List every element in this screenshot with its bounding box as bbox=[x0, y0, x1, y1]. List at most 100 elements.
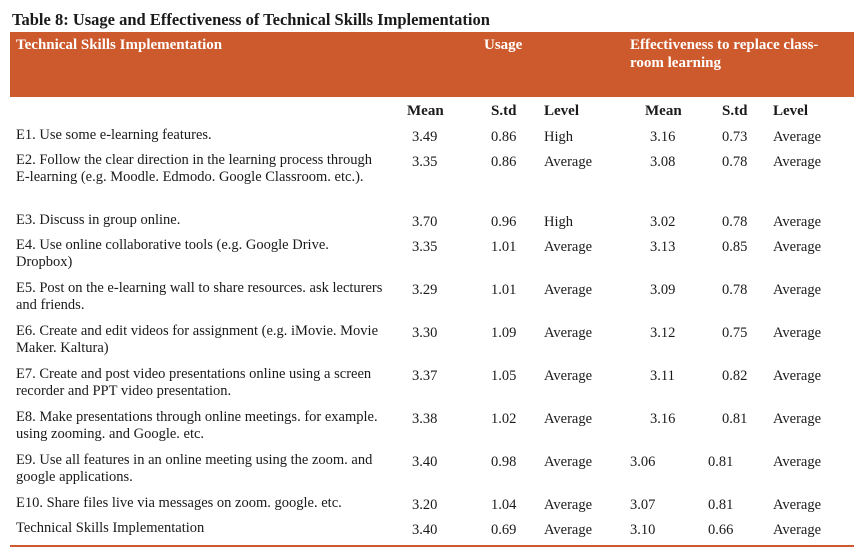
table-row: E2. Follow the clear direction in the le… bbox=[10, 152, 854, 212]
effect-level-cell: Average bbox=[773, 154, 822, 170]
row-label: E1. Use some e-learning features. bbox=[16, 127, 212, 143]
effect-level-cell: Average bbox=[773, 214, 822, 230]
usage-mean-cell: 3.70 bbox=[412, 214, 438, 230]
table-row: E8. Make presentations through online me… bbox=[10, 409, 854, 452]
effect-level-cell: Average bbox=[773, 282, 822, 298]
table-row: E9. Use all features in an online meetin… bbox=[10, 452, 854, 495]
table-row: E10. Share files live via messages on zo… bbox=[10, 495, 854, 520]
usage-mean-cell: 3.49 bbox=[412, 129, 438, 145]
effect-level-cell: Average bbox=[773, 454, 822, 470]
row-label: E4. Use online collaborative tools (e.g.… bbox=[16, 237, 329, 270]
effect-std-cell: 0.81 bbox=[708, 454, 734, 470]
usage-mean-cell: 3.40 bbox=[412, 522, 438, 538]
row-label: E2. Follow the clear direction in the le… bbox=[16, 152, 372, 185]
effect-mean-cell: 3.09 bbox=[650, 282, 676, 298]
effect-std-cell: 0.78 bbox=[722, 214, 748, 230]
usage-level-cell: High bbox=[544, 129, 573, 145]
table-row: E6. Create and edit videos for assignmen… bbox=[10, 323, 854, 366]
usage-level-cell: Average bbox=[544, 522, 593, 538]
effect-mean-cell: 3.13 bbox=[650, 239, 676, 255]
usage-std-cell: 1.04 bbox=[491, 497, 517, 513]
row-label: E5. Post on the e-learning wall to share… bbox=[16, 280, 383, 313]
usage-mean-cell: 3.20 bbox=[412, 497, 438, 513]
usage-std-cell: 1.01 bbox=[491, 282, 517, 298]
effect-std-cell: 0.66 bbox=[708, 522, 734, 538]
sub-header: Mean S.td Level Mean S.td Level bbox=[10, 97, 854, 127]
subheader-effect-level: Level bbox=[773, 103, 808, 119]
header-effectiveness-line1: Effectiveness to replace class- bbox=[630, 37, 819, 53]
usage-level-cell: Average bbox=[544, 239, 593, 255]
usage-std-cell: 1.09 bbox=[491, 325, 517, 341]
header-usage: Usage bbox=[484, 37, 523, 53]
table-body: E1. Use some e-learning features. 3.49 0.8… bbox=[10, 127, 854, 547]
effect-mean-cell: 3.07 bbox=[630, 497, 656, 513]
subheader-usage-mean: Mean bbox=[407, 103, 444, 119]
effect-mean-cell: 3.10 bbox=[630, 522, 656, 538]
effect-level-cell: Average bbox=[773, 325, 822, 341]
row-label: E8. Make presentations through online me… bbox=[16, 409, 378, 442]
row-label: E3. Discuss in group online. bbox=[16, 212, 181, 228]
header-skills: Technical Skills Implementation bbox=[16, 37, 223, 53]
effect-std-cell: 0.85 bbox=[722, 239, 748, 255]
usage-std-cell: 1.05 bbox=[491, 368, 517, 384]
row-label: E6. Create and edit videos for assignmen… bbox=[16, 323, 379, 356]
effect-std-cell: 0.73 bbox=[722, 129, 748, 145]
effect-std-cell: 0.75 bbox=[722, 325, 748, 341]
effect-mean-cell: 3.11 bbox=[650, 368, 675, 384]
usage-level-cell: Average bbox=[544, 154, 593, 170]
row-label: E7. Create and post video presentations … bbox=[16, 366, 372, 399]
usage-std-cell: 0.98 bbox=[491, 454, 517, 470]
usage-level-cell: Average bbox=[544, 411, 593, 427]
effect-mean-cell: 3.08 bbox=[650, 154, 676, 170]
usage-mean-cell: 3.35 bbox=[412, 239, 438, 255]
table-row: E7. Create and post video presentations … bbox=[10, 366, 854, 409]
effect-mean-cell: 3.16 bbox=[650, 129, 676, 145]
usage-std-cell: 0.96 bbox=[491, 214, 517, 230]
effect-mean-cell: 3.02 bbox=[650, 214, 676, 230]
subheader-usage-std: S.td bbox=[491, 103, 517, 119]
usage-mean-cell: 3.35 bbox=[412, 154, 438, 170]
subheader-effect-mean: Mean bbox=[645, 103, 682, 119]
table-row: E1. Use some e-learning features. 3.49 0.8… bbox=[10, 127, 854, 152]
effect-std-cell: 0.81 bbox=[708, 497, 734, 513]
usage-mean-cell: 3.30 bbox=[412, 325, 438, 341]
usage-std-cell: 1.02 bbox=[491, 411, 517, 427]
effect-level-cell: Average bbox=[773, 522, 822, 538]
subheader-usage-level: Level bbox=[544, 103, 579, 119]
effect-mean-cell: 3.06 bbox=[630, 454, 656, 470]
effect-std-cell: 0.78 bbox=[722, 154, 748, 170]
usage-level-cell: Average bbox=[544, 368, 593, 384]
usage-level-cell: Average bbox=[544, 325, 593, 341]
effect-level-cell: Average bbox=[773, 368, 822, 384]
usage-level-cell: High bbox=[544, 214, 573, 230]
usage-std-cell: 0.86 bbox=[491, 154, 517, 170]
table-header: Technical Skills Implementation Usage Ef… bbox=[10, 32, 854, 97]
usage-mean-cell: 3.29 bbox=[412, 282, 438, 298]
usage-level-cell: Average bbox=[544, 282, 593, 298]
table-row: E3. Discuss in group online. 3.70 0.96 High… bbox=[10, 212, 854, 237]
row-label: E9. Use all features in an online meetin… bbox=[16, 452, 373, 485]
table-row: E4. Use online collaborative tools (e.g.… bbox=[10, 237, 854, 280]
row-label: E10. Share files live via messages on zo… bbox=[16, 495, 342, 511]
data-table: Technical Skills Implementation Usage Ef… bbox=[10, 32, 854, 547]
usage-mean-cell: 3.37 bbox=[412, 368, 438, 384]
usage-std-cell: 0.86 bbox=[491, 129, 517, 145]
effect-level-cell: Average bbox=[773, 411, 822, 427]
table-caption: Table 8: Usage and Effectiveness of Tech… bbox=[12, 10, 490, 29]
header-effectiveness-line2: room learning bbox=[630, 55, 721, 71]
effect-mean-cell: 3.12 bbox=[650, 325, 676, 341]
effect-std-cell: 0.81 bbox=[722, 411, 748, 427]
effect-level-cell: Average bbox=[773, 129, 822, 145]
effect-level-cell: Average bbox=[773, 497, 822, 513]
usage-mean-cell: 3.40 bbox=[412, 454, 438, 470]
effect-mean-cell: 3.16 bbox=[650, 411, 676, 427]
usage-mean-cell: 3.38 bbox=[412, 411, 438, 427]
usage-std-cell: 0.69 bbox=[491, 522, 517, 538]
effect-std-cell: 0.82 bbox=[722, 368, 748, 384]
table-row: E5. Post on the e-learning wall to share… bbox=[10, 280, 854, 323]
usage-std-cell: 1.01 bbox=[491, 239, 517, 255]
table-row: Technical Skills Implementation 3.40 0.69 A… bbox=[10, 520, 854, 545]
effect-level-cell: Average bbox=[773, 239, 822, 255]
subheader-effect-std: S.td bbox=[722, 103, 748, 119]
usage-level-cell: Average bbox=[544, 454, 593, 470]
